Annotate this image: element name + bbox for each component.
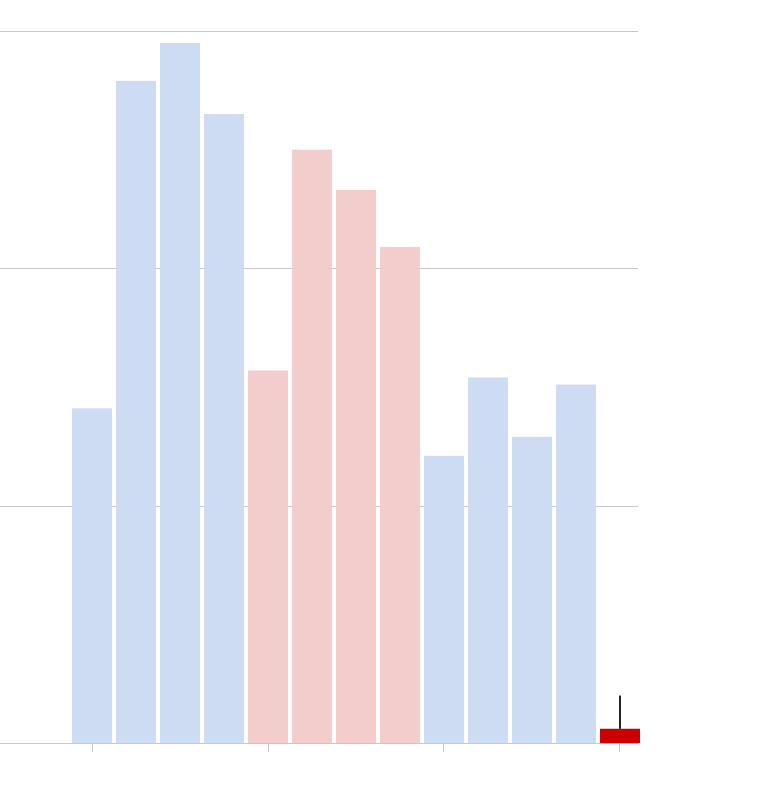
bar-group1-1: [72, 408, 112, 743]
bar-group1-2: [116, 80, 156, 744]
bar-group3-2: [468, 377, 508, 743]
bar-group3-1: [424, 455, 464, 743]
bar-group2-4: [380, 246, 420, 743]
bars: [72, 42, 640, 744]
x-axis: [0, 743, 638, 752]
bar-group2-1: [248, 370, 288, 743]
bar-group2-2: [292, 149, 332, 743]
bar-highlight: [600, 728, 640, 743]
bar-group3-4: [556, 384, 596, 743]
bar-group1-3: [160, 42, 200, 744]
bar-group3-3: [512, 436, 552, 743]
bar-group1-4: [204, 114, 244, 744]
bar-group2-3: [336, 190, 376, 744]
